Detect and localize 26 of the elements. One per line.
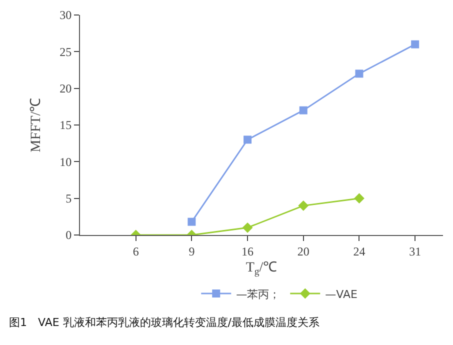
y-tick-label: 25 (60, 44, 72, 59)
y-tick-label: 20 (60, 82, 72, 96)
caption: 图1 VAE 乳液和苯丙乳液的玻璃化转变温度/最低成膜温度关系 (9, 316, 320, 329)
x-tick-label: 16 (242, 244, 254, 258)
x-tick-label: 31 (409, 244, 422, 258)
legend-label: —苯丙； (236, 288, 280, 301)
x-tick-label: 20 (297, 244, 310, 258)
point (411, 40, 420, 48)
point (299, 106, 308, 114)
y-tick-label: 15 (60, 118, 72, 132)
point (298, 200, 309, 211)
legend-label: —VAE (325, 288, 358, 301)
y-tick-label: 30 (60, 8, 72, 22)
point (355, 70, 364, 78)
y-tick-label: 10 (60, 154, 72, 169)
y-tick-label: 5 (66, 192, 72, 206)
x-axis-title: T$_{g}$/℃ (246, 260, 278, 278)
point (242, 222, 253, 233)
y-tick-label: 0 (66, 228, 72, 242)
point (188, 218, 196, 226)
x-tick-label: 9 (188, 244, 195, 258)
x-tick-label: 24 (353, 244, 366, 258)
point (354, 193, 364, 204)
x-tick-label: 6 (132, 244, 139, 258)
y-axis-title: MFFT/℃ (29, 98, 44, 152)
point (244, 136, 252, 144)
